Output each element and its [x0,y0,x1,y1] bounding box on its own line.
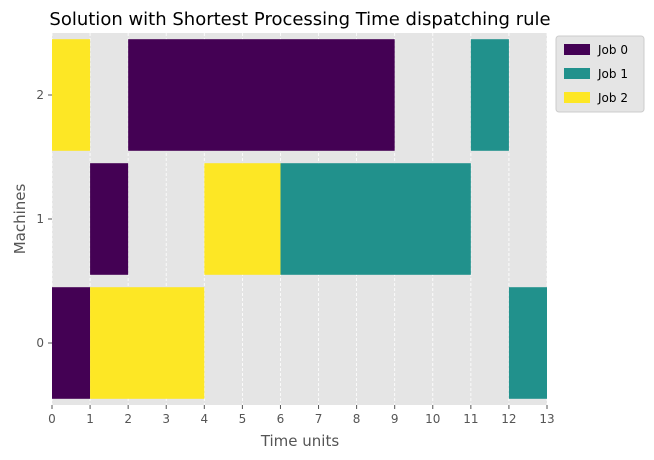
x-tick-label: 13 [539,412,554,426]
x-tick-label: 2 [124,412,132,426]
task-bar [90,287,205,399]
y-axis-ticks: 0 1 2 [36,88,52,350]
task-bar [470,39,509,151]
x-tick-label: 6 [277,412,285,426]
x-axis-ticks: 0 1 2 3 4 5 6 7 8 9 10 11 12 13 [48,405,555,426]
legend-swatch [564,68,590,79]
x-tick-label: 10 [425,412,440,426]
task-bar [128,39,395,151]
legend-swatch [564,44,590,55]
y-axis-label: Machines [11,184,29,255]
legend: Job 0 Job 1 Job 2 [555,35,645,113]
y-tick-label: 0 [36,336,44,350]
task-bars [52,39,547,399]
task-bar [508,287,547,399]
chart-title: Solution with Shortest Processing Time d… [49,9,550,30]
x-tick-label: 12 [501,412,516,426]
legend-label: Job 1 [597,67,628,81]
task-bar [52,287,91,399]
x-tick-label: 0 [48,412,56,426]
y-tick-label: 1 [36,212,44,226]
x-tick-label: 11 [463,412,478,426]
x-tick-label: 1 [86,412,94,426]
x-tick-label: 3 [162,412,170,426]
task-bar [90,163,129,275]
legend-label: Job 2 [597,91,628,105]
x-tick-label: 8 [353,412,361,426]
task-bar [204,163,281,275]
x-tick-label: 9 [391,412,399,426]
task-bar [52,39,91,151]
task-bar [280,163,471,275]
x-tick-label: 4 [200,412,208,426]
y-tick-label: 2 [36,88,44,102]
x-tick-label: 7 [315,412,323,426]
legend-label: Job 0 [597,43,628,57]
x-axis-label: Time units [260,432,340,450]
x-tick-label: 5 [239,412,247,426]
legend-swatch [564,92,590,103]
